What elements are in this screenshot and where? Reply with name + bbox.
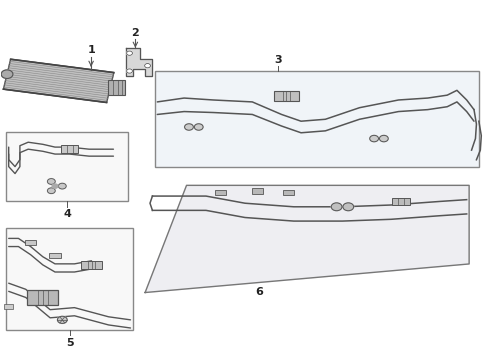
Circle shape — [185, 124, 194, 130]
Bar — [252, 188, 263, 194]
Circle shape — [126, 69, 132, 73]
Bar — [27, 289, 58, 305]
Circle shape — [379, 135, 388, 142]
Circle shape — [195, 124, 203, 130]
Circle shape — [1, 70, 13, 78]
Text: 1: 1 — [87, 45, 95, 55]
Circle shape — [145, 64, 150, 68]
Polygon shape — [145, 185, 469, 293]
Bar — [61, 145, 78, 153]
Bar — [215, 190, 226, 195]
Text: 6: 6 — [256, 287, 264, 297]
Circle shape — [343, 203, 354, 211]
Bar — [6, 228, 133, 330]
FancyBboxPatch shape — [108, 80, 125, 95]
Circle shape — [52, 184, 58, 188]
Bar — [81, 261, 102, 269]
Circle shape — [331, 203, 342, 211]
Circle shape — [48, 188, 55, 194]
Bar — [6, 132, 128, 202]
Polygon shape — [125, 48, 152, 76]
Text: 3: 3 — [274, 55, 282, 64]
Bar — [284, 190, 294, 195]
Text: 4: 4 — [63, 209, 71, 219]
Circle shape — [126, 51, 132, 55]
Circle shape — [48, 179, 55, 184]
Bar — [155, 71, 479, 167]
Bar — [25, 240, 36, 245]
Text: 5: 5 — [66, 338, 74, 348]
Bar — [274, 91, 298, 101]
Circle shape — [58, 183, 66, 189]
Polygon shape — [3, 59, 114, 103]
Bar — [4, 305, 13, 309]
Text: 2: 2 — [131, 28, 139, 38]
Circle shape — [370, 135, 378, 142]
Circle shape — [57, 316, 67, 323]
Bar — [49, 253, 61, 258]
Bar — [392, 198, 410, 205]
